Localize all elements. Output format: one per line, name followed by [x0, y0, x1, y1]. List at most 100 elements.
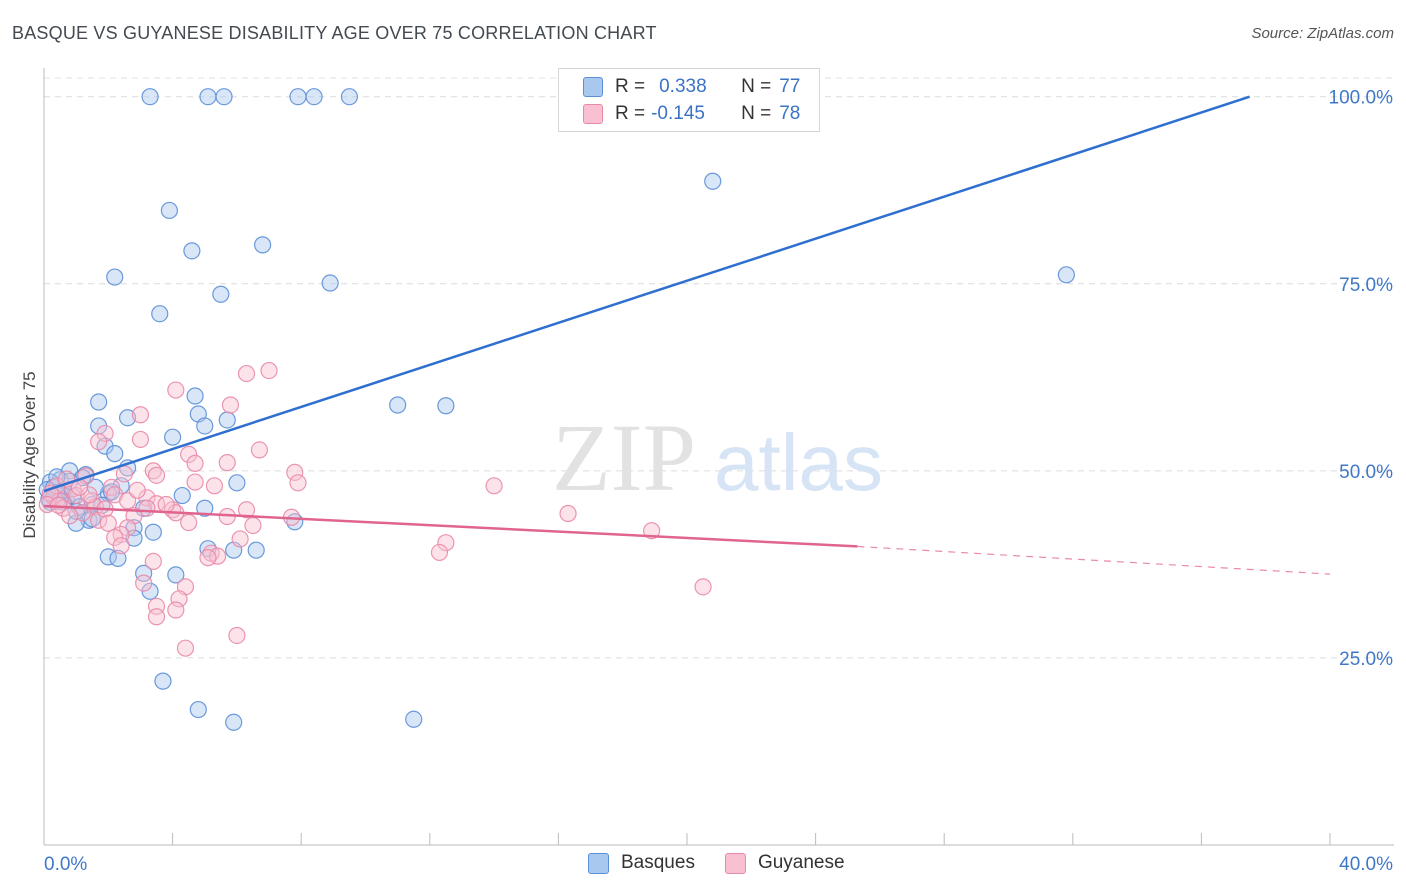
point-guyanese	[694, 578, 712, 596]
point-basques	[125, 529, 143, 547]
point-guyanese	[144, 552, 162, 570]
point-guyanese	[228, 626, 246, 645]
point-basques	[154, 672, 172, 690]
point-basques	[106, 268, 124, 286]
point-guyanese	[250, 441, 269, 459]
point-guyanese	[221, 396, 240, 414]
point-basques	[164, 428, 182, 446]
point-basques	[186, 387, 204, 405]
point-guyanese	[176, 639, 195, 657]
point-guyanese	[180, 445, 198, 463]
legend-label-basques: Basques	[621, 852, 695, 873]
point-basques	[189, 700, 207, 719]
legend-row-basques: R = 0.338 N = 77	[583, 75, 800, 99]
legend-r-label: R =	[615, 76, 646, 97]
axes	[43, 68, 1394, 846]
point-guyanese	[131, 406, 150, 424]
legend-r-value: -0.145	[651, 103, 705, 124]
point-guyanese	[112, 537, 130, 555]
point-guyanese	[131, 430, 150, 449]
point-basques	[228, 474, 246, 492]
point-guyanese	[115, 465, 133, 483]
legend-r-value: 0.338	[659, 76, 707, 97]
point-basques	[289, 88, 307, 106]
point-basques	[247, 541, 265, 559]
point-guyanese	[180, 513, 198, 532]
point-guyanese	[437, 534, 455, 552]
point-guyanese	[147, 608, 166, 626]
legend-label-guyanese: Guyanese	[757, 852, 845, 873]
point-guyanese	[186, 454, 204, 472]
point-basques	[160, 201, 178, 220]
point-guyanese	[147, 466, 166, 484]
legend-swatch-basques	[588, 852, 609, 874]
point-basques	[106, 445, 124, 463]
point-guyanese	[289, 474, 307, 492]
point-guyanese	[244, 516, 262, 535]
point-basques	[305, 88, 323, 106]
point-guyanese	[186, 473, 204, 491]
point-basques	[254, 236, 272, 254]
legend-n-value: 77	[779, 76, 801, 97]
point-guyanese	[237, 501, 256, 519]
point-basques	[196, 499, 214, 517]
point-guyanese	[205, 477, 223, 495]
point-basques	[389, 396, 407, 414]
point-basques	[90, 393, 108, 411]
point-guyanese	[643, 522, 661, 540]
point-guyanese	[286, 463, 304, 481]
point-guyanese	[90, 433, 108, 451]
point-guyanese	[170, 590, 188, 608]
point-guyanese	[237, 364, 256, 383]
correlation-legend: R = 0.338 N = 77 R = -0.145 N = 78	[558, 68, 820, 132]
point-guyanese	[167, 381, 185, 399]
point-basques	[173, 486, 191, 505]
watermark-zip: ZIP	[552, 404, 696, 511]
point-guyanese	[218, 454, 236, 472]
legend-n-label: N =	[741, 103, 772, 124]
trend-lines	[43, 95, 1331, 575]
point-basques	[144, 523, 162, 541]
y-axis-label: Disability Age Over 75	[20, 371, 39, 538]
trend-line-basques	[43, 95, 1251, 493]
y-tick-label: 25.0%	[1339, 649, 1393, 670]
x-tick-label: 40.0%	[1339, 854, 1393, 875]
watermark-atlas: atlas	[714, 418, 883, 507]
point-basques	[118, 409, 137, 427]
point-basques	[212, 285, 230, 303]
point-basques	[437, 397, 455, 415]
legend-r-label: R =	[615, 103, 646, 124]
point-basques	[321, 274, 339, 292]
point-basques	[218, 411, 236, 429]
y-tick-label: 50.0%	[1339, 462, 1393, 483]
point-basques	[141, 88, 159, 106]
point-basques	[215, 88, 233, 106]
point-basques	[151, 305, 169, 323]
legend-n-value: 78	[779, 103, 801, 124]
legend-item-guyanese[interactable]: Guyanese	[724, 852, 845, 874]
point-basques	[109, 549, 127, 568]
point-guyanese	[231, 530, 249, 548]
point-guyanese	[559, 504, 577, 523]
point-guyanese	[167, 601, 185, 619]
point-guyanese	[157, 495, 175, 514]
x-tick-label: 0.0%	[44, 854, 87, 875]
point-basques	[1057, 266, 1075, 284]
point-basques	[405, 710, 423, 728]
point-basques	[225, 713, 243, 731]
legend-item-basques[interactable]: Basques	[588, 852, 695, 874]
legend-swatch-guyanese	[583, 104, 603, 124]
point-basques	[167, 566, 185, 584]
point-basques	[704, 172, 722, 190]
trend-line-dashed-guyanese	[857, 545, 1331, 575]
legend-swatch-guyanese	[724, 852, 746, 874]
point-guyanese	[135, 574, 153, 592]
point-basques	[135, 564, 153, 582]
legend-n-label: N =	[741, 76, 772, 97]
point-guyanese	[99, 514, 117, 532]
chart-source: Source: ZipAtlas.com	[1251, 25, 1394, 42]
point-guyanese	[128, 481, 146, 499]
point-guyanese	[485, 477, 503, 495]
point-basques	[102, 483, 121, 501]
